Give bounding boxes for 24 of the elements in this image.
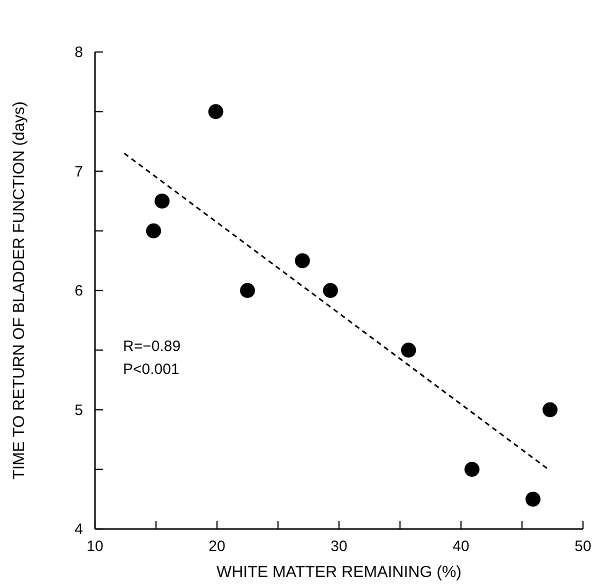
x-tick-label: 30 [330, 538, 348, 555]
y-tick-label: 4 [74, 521, 83, 538]
point [401, 342, 416, 358]
y-tick-label: 7 [74, 163, 83, 180]
x-axis-title: WHITE MATTER REMAINING (%) [216, 564, 462, 581]
point [146, 223, 162, 238]
y-tick-label: 6 [74, 282, 83, 300]
x-tick-label: 10 [86, 538, 104, 555]
point [464, 462, 480, 477]
point [240, 283, 255, 298]
point [294, 253, 310, 268]
x-tick-label: 20 [208, 538, 226, 555]
annotation: R=−0.89 [123, 338, 181, 355]
x-tick-label: 50 [574, 538, 592, 555]
point [208, 104, 224, 120]
point [542, 402, 558, 418]
y-axis-title: TIME TO RETURN OF BLADDER FUNCTION (days) [11, 101, 28, 480]
point [525, 492, 540, 507]
point [322, 283, 338, 298]
y-tick-label: 5 [74, 402, 83, 419]
annotation: P<0.001 [123, 361, 180, 378]
point [154, 194, 170, 209]
x-tick-label: 40 [452, 538, 470, 555]
y-tick-label: 8 [74, 44, 83, 61]
